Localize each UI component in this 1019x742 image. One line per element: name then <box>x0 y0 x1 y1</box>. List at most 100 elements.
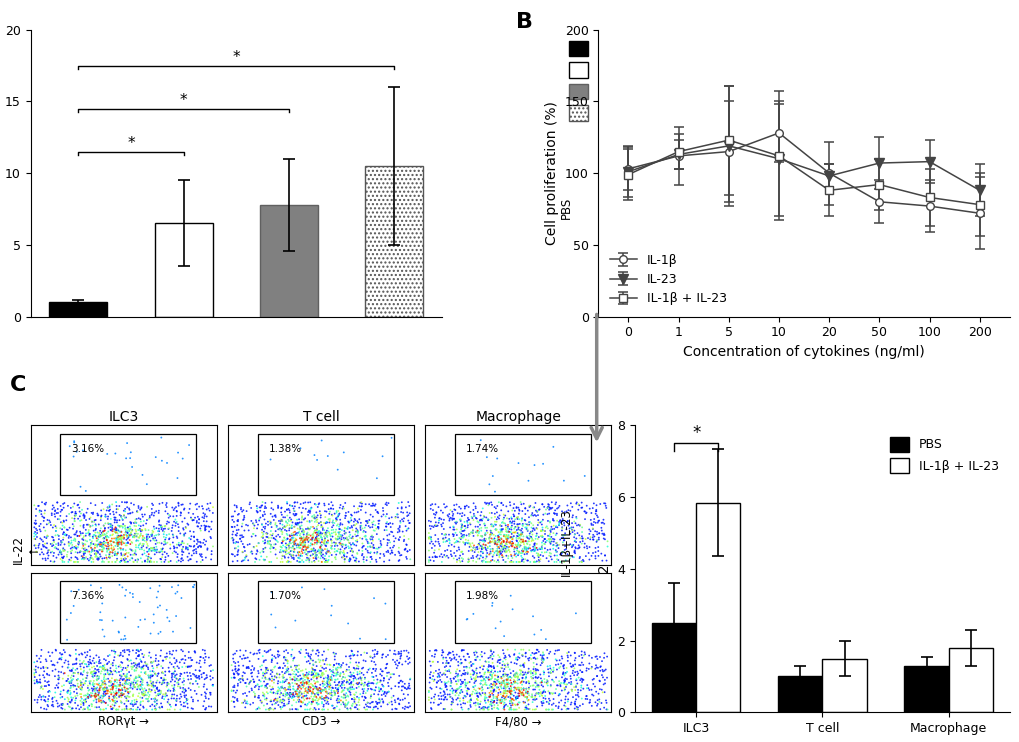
Point <box>285 680 302 692</box>
Point <box>582 533 598 545</box>
Point <box>519 695 535 706</box>
Point <box>55 644 71 656</box>
Point <box>473 506 489 518</box>
Point <box>365 516 381 528</box>
Point <box>362 541 378 553</box>
Point <box>50 673 66 685</box>
Point <box>97 682 113 694</box>
Point <box>169 677 185 689</box>
Point <box>146 681 162 693</box>
Point <box>588 651 604 663</box>
Point <box>340 670 357 682</box>
Point <box>510 549 526 561</box>
Point <box>371 533 387 545</box>
Point <box>511 690 527 702</box>
Point <box>335 689 352 701</box>
Point <box>263 695 279 706</box>
Point <box>467 544 483 556</box>
Point <box>136 515 152 527</box>
Point <box>278 689 294 700</box>
Point <box>593 548 609 559</box>
Point <box>121 691 138 703</box>
Point <box>247 648 263 660</box>
Point <box>177 660 194 672</box>
Point <box>113 526 129 538</box>
Point <box>271 672 287 683</box>
Point <box>248 514 264 526</box>
Point <box>540 670 556 682</box>
Point <box>285 683 302 695</box>
Point <box>132 680 149 692</box>
Point <box>379 545 395 556</box>
Point <box>144 677 160 689</box>
Point <box>122 538 139 550</box>
Point <box>65 522 82 534</box>
Point <box>562 522 579 534</box>
Point <box>504 516 521 528</box>
Point <box>106 525 122 537</box>
Point <box>459 687 475 699</box>
Point <box>172 703 189 715</box>
Point <box>92 539 108 551</box>
Point <box>261 703 277 715</box>
Point <box>111 689 127 701</box>
Point <box>72 695 89 706</box>
Point <box>155 662 171 674</box>
Point <box>353 520 369 532</box>
Point <box>564 661 580 673</box>
Point <box>512 539 528 551</box>
Point <box>578 683 594 695</box>
Bar <box>454 434 590 495</box>
Point <box>465 504 481 516</box>
Point <box>501 651 518 663</box>
Point <box>310 499 326 510</box>
Point <box>155 674 171 686</box>
Point <box>474 546 490 558</box>
Point <box>461 530 477 542</box>
Point <box>435 651 451 663</box>
Point <box>93 536 109 548</box>
Point <box>397 543 414 555</box>
Point <box>479 541 495 553</box>
Point <box>495 536 512 548</box>
Point <box>521 530 537 542</box>
Point <box>547 529 564 541</box>
Point <box>502 590 519 602</box>
Point <box>103 518 119 530</box>
Point <box>484 536 500 548</box>
Point <box>239 539 256 551</box>
Point <box>190 542 206 554</box>
Point <box>370 508 386 519</box>
Point <box>454 536 471 548</box>
Point <box>497 680 514 692</box>
Point <box>50 543 66 555</box>
Point <box>89 685 105 697</box>
Point <box>313 539 329 551</box>
Point <box>174 686 191 697</box>
Point <box>353 679 369 691</box>
Point <box>431 671 447 683</box>
Point <box>276 511 292 523</box>
Point <box>501 532 518 544</box>
Point <box>76 538 93 550</box>
Point <box>193 520 209 532</box>
Point <box>269 668 285 680</box>
Point <box>461 528 477 540</box>
Point <box>477 529 493 541</box>
Point <box>529 700 545 712</box>
Point <box>97 686 113 697</box>
Point <box>98 532 114 544</box>
Point <box>491 510 507 522</box>
Point <box>493 497 510 509</box>
Point <box>557 554 574 566</box>
Point <box>444 696 461 708</box>
Point <box>202 497 218 509</box>
Point <box>557 505 574 517</box>
Point <box>490 703 506 715</box>
Point <box>87 663 103 675</box>
Point <box>347 553 364 565</box>
Point <box>457 690 473 702</box>
Point <box>506 682 523 694</box>
Point <box>135 689 151 701</box>
Point <box>448 556 465 568</box>
